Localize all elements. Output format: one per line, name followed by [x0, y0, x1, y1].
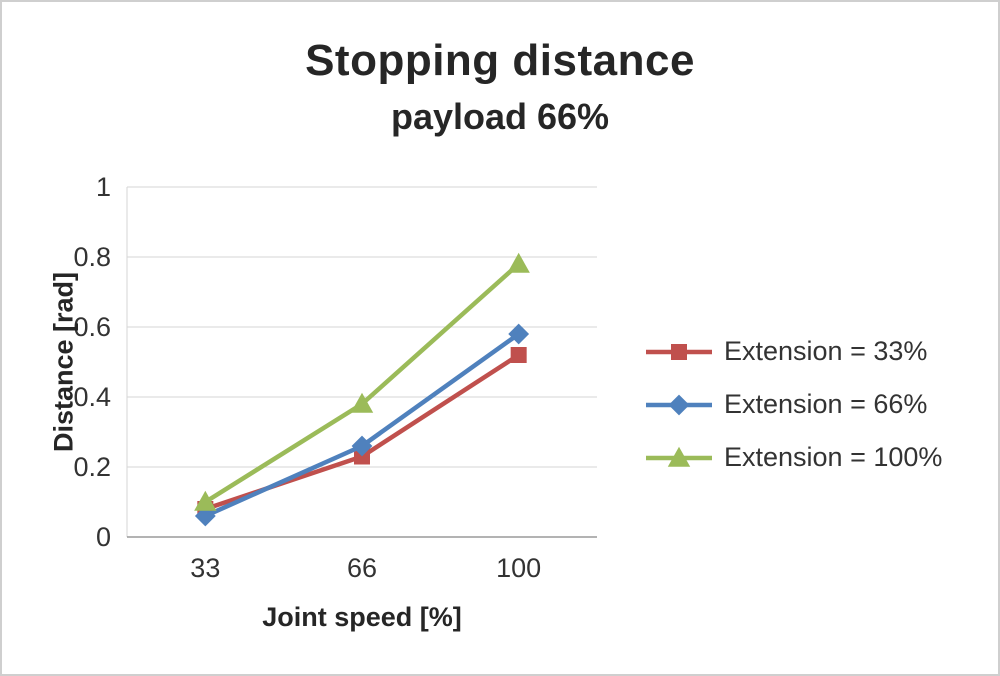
y-tick-label: 0.2 [73, 452, 111, 482]
chart-subtitle: payload 66% [390, 96, 610, 137]
y-tick-label: 0.8 [73, 242, 111, 272]
square-marker-icon [510, 347, 527, 363]
series-line-0 [203, 352, 521, 512]
y-tick-label: 0.6 [73, 312, 111, 342]
legend-item: Extension = 66% [644, 389, 942, 420]
triangle-marker-icon [667, 446, 691, 467]
y-tick-label: 0 [96, 522, 111, 552]
x-tick-label: 66 [347, 553, 377, 583]
triangle-marker-icon [350, 392, 374, 413]
legend: Extension = 33% Extension = 66% Extension … [644, 336, 942, 473]
legend-sample [646, 446, 712, 467]
x-axis-title: Joint speed [%] [262, 602, 462, 632]
square-marker-icon [671, 343, 687, 360]
triangle-marker-icon [194, 490, 217, 511]
diamond-marker-icon [351, 435, 373, 457]
legend-item: Extension = 33% [644, 336, 942, 367]
legend-label: Extension = 66% [724, 389, 928, 419]
triangle-marker-icon [507, 252, 530, 273]
plot-area: 0 0.2 0.4 0.6 0.8 1 33 66 100 [73, 172, 597, 583]
x-tick-label: 100 [496, 553, 541, 583]
legend-sample [646, 343, 712, 360]
y-axis-title: Distance [rad] [48, 271, 79, 453]
legend-item: Extension = 100% [644, 442, 942, 473]
legend-label: Extension = 33% [724, 336, 928, 366]
y-tick-label: 1 [96, 172, 111, 202]
square-marker-icon [354, 448, 370, 465]
diamond-marker-icon [194, 505, 216, 527]
legend-sample [646, 394, 712, 415]
legend-label: Extension = 100% [724, 442, 943, 472]
chart-title: Stopping distance [305, 36, 695, 85]
diamond-marker-icon [668, 394, 690, 415]
x-tick-label: 33 [190, 553, 220, 583]
series-line-1 [203, 331, 521, 519]
y-tick-label: 0.4 [73, 382, 111, 412]
